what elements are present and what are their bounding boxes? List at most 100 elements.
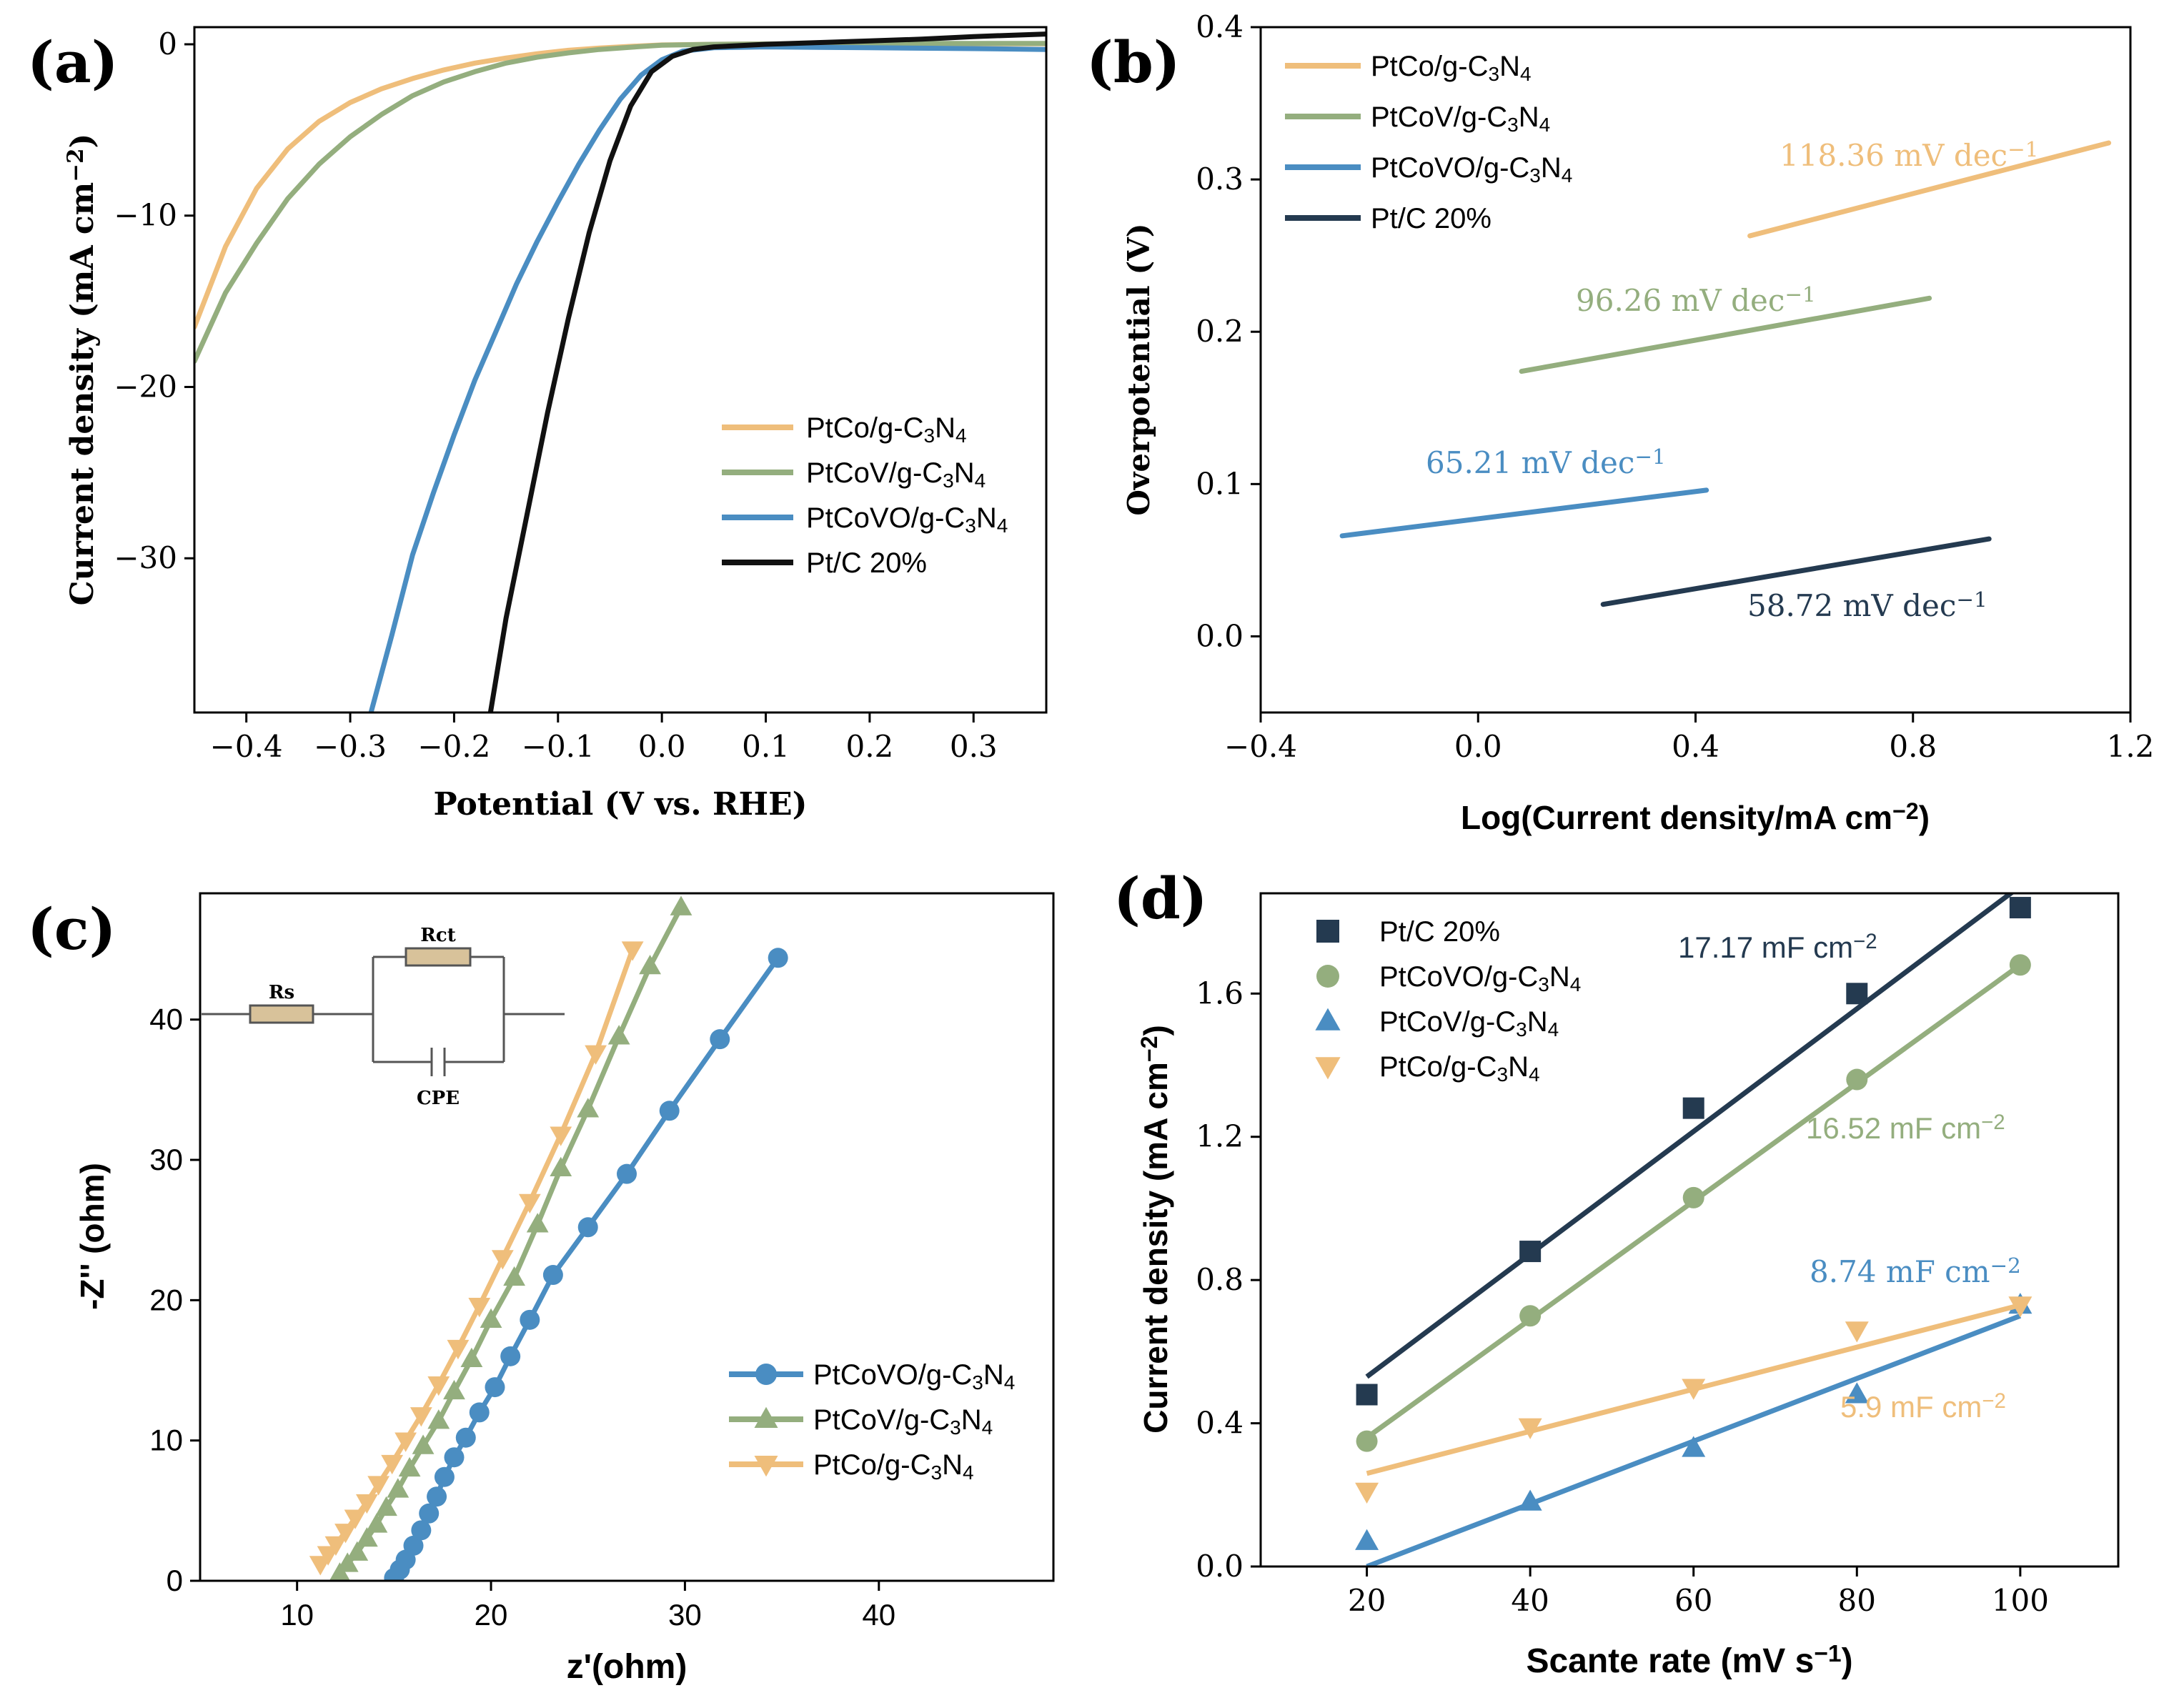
data-point-c-2 (394, 1432, 417, 1452)
y-tick-label-b: 0.1 (1196, 466, 1244, 501)
data-point-c-2 (381, 1454, 404, 1475)
data-point-d-1 (2009, 954, 2031, 976)
data-point-c-0 (617, 1163, 637, 1184)
data-point-c-1 (336, 1552, 359, 1572)
x-tick-label-a: −0.2 (417, 729, 490, 764)
data-point-c-2 (447, 1339, 470, 1360)
y-tick-label-c: 10 (149, 1424, 183, 1457)
x-tick-label-a: 0.3 (950, 729, 998, 764)
data-point-c-1 (375, 1496, 397, 1516)
y-tick-label-b: 0.3 (1196, 162, 1244, 197)
x-tick-label-d: 60 (1674, 1583, 1712, 1618)
data-point-d-1 (1846, 1068, 1868, 1091)
panel-d: (d) 20 40 60 80 100 0.0 0.4 0.8 1.2 1.6 Scante rate… (1113, 865, 2120, 1680)
data-point-c-0 (455, 1427, 476, 1448)
legend-label-d-3: PtCo/g-C3N4 (1379, 1051, 1540, 1086)
legend-label-b-0: PtCo/g-C3N4 (1371, 51, 1532, 85)
data-point-c-1 (355, 1527, 378, 1547)
plot-area-c (309, 895, 788, 1581)
slope-label-d-0: 17.17 mF cm−2 (1678, 930, 1877, 964)
data-point-c-2 (468, 1298, 491, 1318)
y-axis-label-b: Overpotential (V) (1121, 223, 1156, 515)
circuit-label-rct: Rct (420, 925, 455, 946)
y-tick-label-d: 1.2 (1196, 1119, 1244, 1154)
data-point-c-2 (410, 1407, 432, 1427)
slope-label-d-3: 5.9 mF cm−2 (1840, 1389, 2006, 1424)
data-point-c-0 (577, 1217, 598, 1238)
data-point-c-0 (520, 1309, 540, 1330)
data-point-c-1 (670, 895, 693, 915)
y-tick-label-d: 0.0 (1196, 1549, 1244, 1584)
data-point-c-0 (469, 1402, 490, 1423)
y-tick-label-a: 0 (158, 26, 177, 61)
data-point-d-3 (1845, 1321, 1869, 1343)
data-point-c-0 (434, 1466, 455, 1487)
data-point-c-1 (550, 1156, 572, 1176)
y-axis-label-a: Current density (mA cm−2) (63, 134, 101, 606)
plot-frame-b (1259, 26, 2132, 714)
legend-marker-d-0 (1316, 920, 1339, 943)
legend-label-c-2: PtCo/g-C3N4 (813, 1449, 974, 1484)
series-line-a-2 (368, 44, 1046, 713)
plot-area-a (194, 31, 1046, 713)
y-tick-label-b: 0.2 (1196, 314, 1244, 349)
panel-c: (c) 10 20 30 40 0 10 20 30 40 z'(ohm) -Z'' (ohm) PtC… (27, 892, 1055, 1686)
data-point-c-2 (585, 1045, 607, 1065)
x-tick-label-c: 40 (862, 1598, 895, 1632)
x-axis-label-d: Scante rate (mV s−1) (1526, 1641, 1852, 1680)
series-line-c-0 (392, 956, 780, 1580)
x-axis-label-b: Log(Current density/mA cm−2) (1461, 798, 1930, 836)
data-point-c-1 (443, 1379, 465, 1400)
x-tick-label-c: 20 (475, 1598, 508, 1632)
legend-label-a-1: PtCoV/g-C3N4 (806, 457, 986, 492)
slope-label-b-2: 65.21 mV dec−1 (1426, 445, 1666, 480)
y-tick-label-a: −10 (114, 198, 177, 233)
data-point-d-0 (1356, 1384, 1378, 1406)
panel-label-b: (b) (1086, 29, 1181, 96)
slope-label-d-2: 8.74 mF cm−2 (1810, 1253, 2021, 1289)
x-tick-label-d: 40 (1511, 1583, 1549, 1618)
x-tick-label-a: 0.0 (638, 729, 686, 764)
plot-frame-c (199, 892, 1055, 1582)
circuit-label-rs: Rs (269, 982, 294, 1003)
data-point-c-1 (346, 1541, 369, 1561)
x-axis-label-a: Potential (V vs. RHE) (434, 786, 808, 823)
x-tick-label-c: 30 (668, 1598, 702, 1632)
panel-label-a: (a) (27, 29, 119, 96)
data-point-d-2 (1355, 1529, 1379, 1550)
legend-label-b-2: PtCoVO/g-C3N4 (1371, 152, 1572, 187)
data-point-c-0 (659, 1101, 680, 1121)
data-point-c-0 (427, 1486, 447, 1507)
data-point-c-2 (334, 1524, 357, 1544)
y-tick-label-d: 0.4 (1196, 1406, 1244, 1441)
slope-label-b-0: 118.36 mV dec−1 (1780, 137, 2038, 173)
data-point-c-1 (503, 1266, 526, 1286)
panel-label-d: (d) (1113, 865, 1208, 932)
data-point-c-1 (526, 1213, 549, 1233)
data-point-d-3 (1682, 1379, 1706, 1400)
plot-frame-d (1259, 892, 2120, 1568)
data-point-c-1 (365, 1513, 388, 1533)
data-point-c-0 (485, 1377, 505, 1398)
legend-marker-d-3 (1315, 1057, 1341, 1080)
y-tick-label-b: 0.4 (1196, 9, 1244, 44)
resistor-rct-icon (404, 947, 472, 967)
slope-label-b-3: 58.72 mV dec−1 (1747, 587, 1987, 623)
series-line-b-3 (1600, 536, 1992, 607)
data-point-d-3 (1355, 1482, 1379, 1504)
data-point-c-2 (621, 941, 644, 961)
x-tick-label-a: −0.1 (522, 729, 595, 764)
data-point-c-1 (427, 1409, 450, 1429)
data-point-c-2 (491, 1250, 514, 1270)
data-point-d-0 (1682, 1097, 1704, 1119)
panel-label-c: (c) (27, 895, 116, 963)
plot-area-d (1355, 893, 2033, 1567)
legend-marker-c-2 (754, 1456, 778, 1477)
circuit-inset (202, 947, 565, 1076)
data-point-c-2 (367, 1476, 390, 1496)
legend-marker-d-2 (1315, 1008, 1341, 1031)
data-point-c-1 (607, 1025, 630, 1045)
data-point-d-1 (1356, 1430, 1378, 1452)
data-point-c-2 (324, 1536, 347, 1556)
